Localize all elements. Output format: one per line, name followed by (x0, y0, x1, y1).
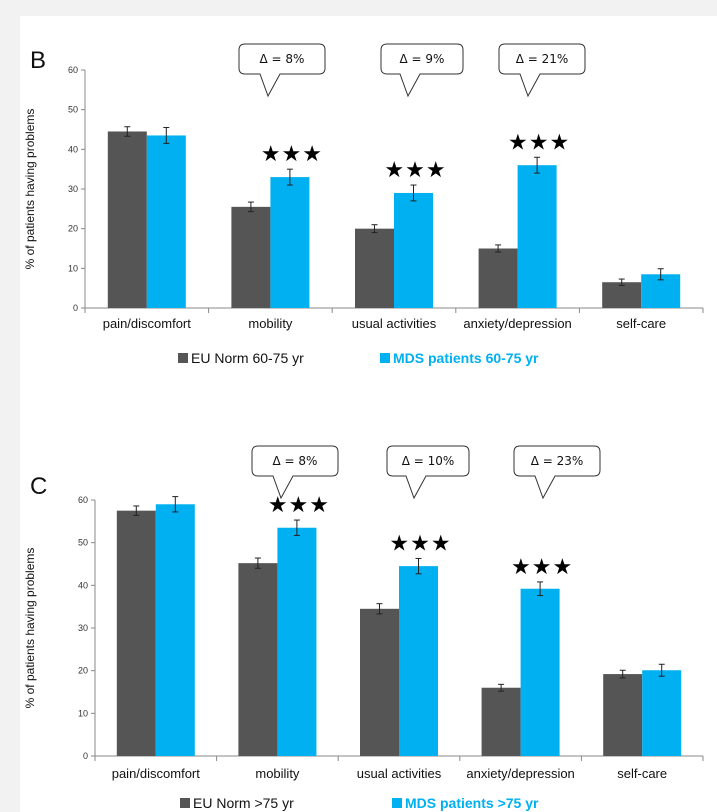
delta-callout-bubble (513, 445, 601, 500)
y-tick-label: 20 (78, 666, 88, 676)
bar-eu-norm (602, 282, 642, 308)
y-axis-label: % of patients having problems (23, 548, 37, 709)
delta-callout-text: Δ = 21% (516, 52, 569, 66)
legend-swatch-eu-norm (178, 353, 188, 363)
x-category-label: anxiety/depression (466, 766, 574, 781)
y-tick-label: 50 (78, 538, 88, 548)
delta-callout-bubble (498, 43, 586, 98)
legend-swatch-eu-norm (180, 798, 190, 808)
bar-mds-patients (146, 135, 186, 308)
legend-label-eu-norm: EU Norm 60-75 yr (191, 350, 304, 366)
bar-mds-patients (394, 192, 433, 308)
bar-eu-norm (355, 228, 394, 308)
significance-stars: ★★★ (384, 158, 446, 183)
y-tick-label: 0 (73, 303, 78, 313)
y-tick-label: 0 (83, 751, 88, 761)
bar-eu-norm (360, 608, 399, 756)
panel-label: C (30, 473, 47, 500)
y-tick-label: 10 (68, 263, 78, 273)
y-tick-label: 30 (68, 184, 78, 194)
bar-eu-norm (238, 563, 278, 756)
bar-mds-patients (517, 165, 557, 308)
y-axis-label: % of patients having problems (23, 109, 37, 270)
x-category-label: usual activities (352, 316, 437, 331)
figure-svg: B % of patients having problems 0 10 20 30 40 5… (23, 43, 704, 811)
significance-stars: ★★★ (508, 130, 570, 155)
delta-callout-text: Δ = 8% (260, 52, 305, 66)
delta-callout-bubble (251, 445, 339, 500)
legend-label-mds-patients: MDS patients 60-75 yr (393, 350, 539, 366)
x-category-label: pain/discomfort (112, 766, 201, 781)
bar-mds-patients (270, 177, 310, 308)
significance-stars: ★★★ (268, 493, 330, 518)
bar-mds-patients (642, 670, 682, 756)
x-category-label: pain/discomfort (103, 316, 192, 331)
panel-label: B (30, 47, 46, 74)
bar-eu-norm (231, 206, 271, 308)
y-tick-label: 30 (78, 623, 88, 633)
significance-stars: ★★★ (511, 555, 573, 580)
figure-canvas: B % of patients having problems 0 10 20 30 40 5… (20, 16, 717, 812)
x-category-label: anxiety/depression (463, 316, 571, 331)
delta-callout-text: Δ = 9% (400, 52, 445, 66)
bar-eu-norm (107, 131, 147, 308)
y-tick-label: 40 (68, 144, 78, 154)
bar-eu-norm (478, 248, 518, 308)
x-category-label: usual activities (357, 766, 442, 781)
legend-swatch-mds-patients (392, 798, 402, 808)
x-category-label: self-care (617, 766, 667, 781)
delta-callout-bubble (386, 445, 470, 500)
y-tick-label: 50 (68, 105, 78, 115)
legend-label-mds-patients: MDS patients >75 yr (405, 795, 539, 811)
delta-callout-text: Δ = 8% (273, 454, 318, 468)
delta-callout-bubble (238, 43, 326, 98)
bar-mds-patients (520, 588, 560, 756)
bar-eu-norm (481, 687, 521, 756)
delta-callout-text: Δ = 10% (402, 454, 455, 468)
y-tick-label: 60 (78, 495, 88, 505)
bar-mds-patients (155, 504, 195, 756)
significance-stars: ★★★ (261, 142, 323, 167)
legend-label-eu-norm: EU Norm >75 yr (193, 795, 294, 811)
bar-mds-patients (277, 527, 317, 756)
x-category-label: self-care (616, 316, 666, 331)
bar-mds-patients (399, 566, 438, 756)
legend-swatch-mds-patients (380, 353, 390, 363)
y-tick-label: 40 (78, 580, 88, 590)
y-tick-label: 60 (68, 65, 78, 75)
x-category-label: mobility (255, 766, 300, 781)
y-tick-label: 20 (68, 224, 78, 234)
significance-stars: ★★★ (389, 531, 451, 556)
bar-eu-norm (603, 674, 643, 756)
delta-callout-text: Δ = 23% (531, 454, 584, 468)
bar-eu-norm (116, 510, 156, 756)
y-tick-label: 10 (78, 708, 88, 718)
delta-callout-bubble (380, 43, 464, 98)
x-category-label: mobility (248, 316, 293, 331)
